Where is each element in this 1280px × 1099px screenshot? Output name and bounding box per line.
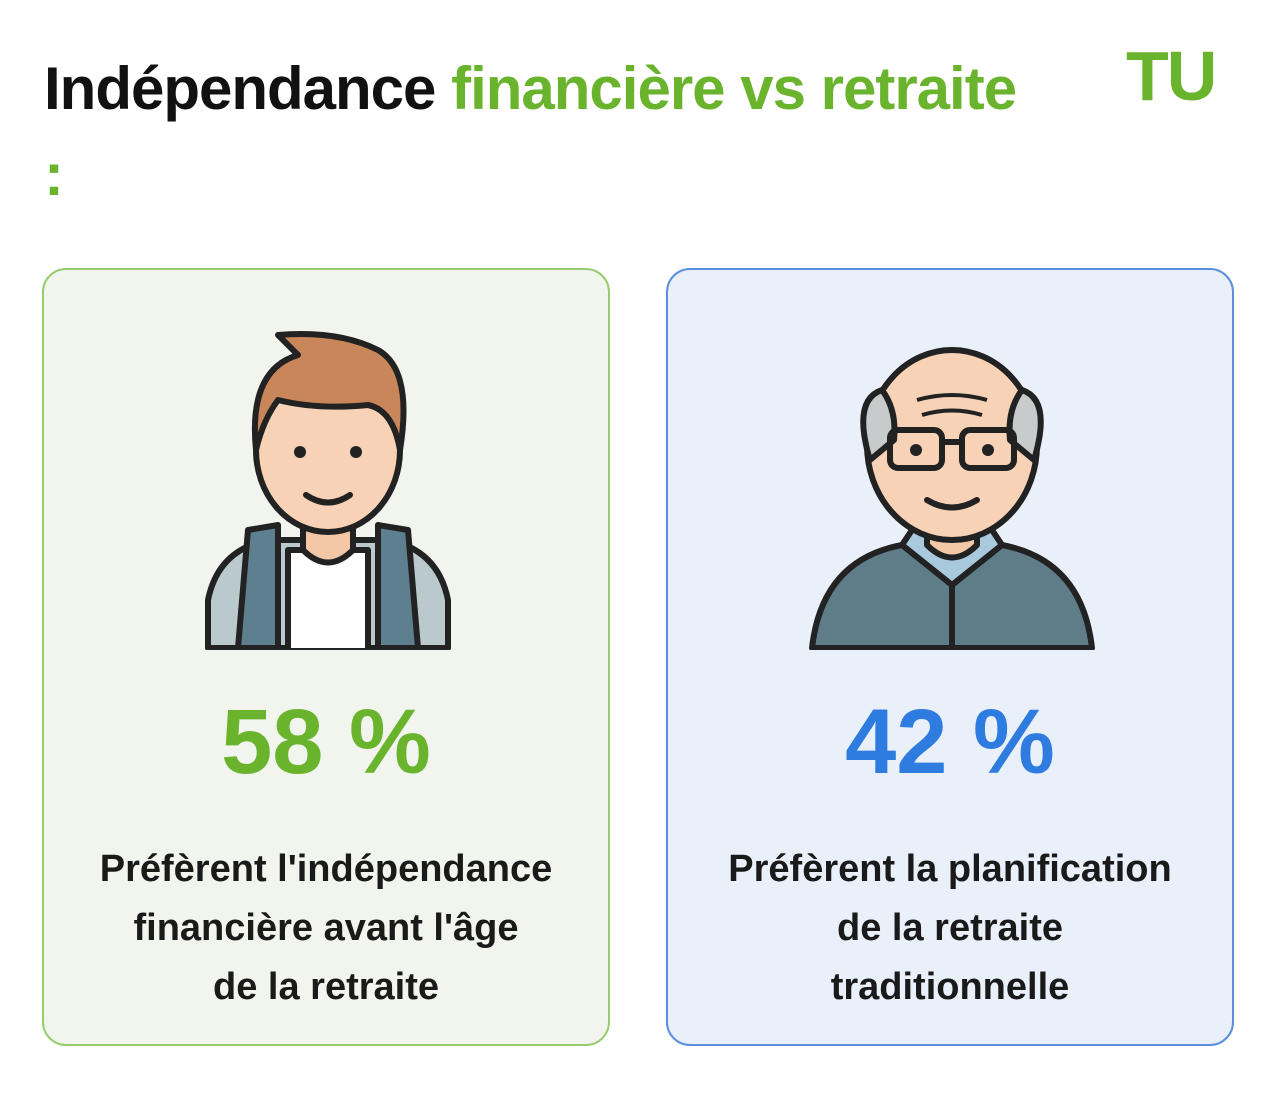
- card: 58 % Préfèrent l'indépendance financière…: [42, 268, 610, 1046]
- stat: 42 %: [845, 691, 1055, 793]
- description-line: de la retraite: [213, 966, 439, 1008]
- description-line: de la retraite: [837, 907, 1063, 949]
- description-line: traditionnelle: [830, 966, 1070, 1008]
- card: 42 % Préfèrent la planification de la re…: [666, 268, 1234, 1046]
- title-green: financière vs retraite :: [44, 55, 1017, 208]
- title: Indépendance financière vs retraite :: [44, 46, 1044, 218]
- stat: 58 %: [221, 691, 431, 793]
- young-man-icon: [205, 331, 451, 650]
- description-line: Préfèrent l'indépendance: [99, 848, 553, 890]
- description: Préfèrent la planification de la retrait…: [668, 840, 1232, 1017]
- description: Préfèrent l'indépendance financière avan…: [44, 840, 608, 1017]
- title-dark: Indépendance: [44, 55, 436, 122]
- description-line: Préfèrent la planification: [728, 848, 1172, 890]
- description-line: financière avant l'âge: [133, 907, 519, 949]
- old-man-icon: [809, 347, 1095, 650]
- logo: TU: [1126, 37, 1217, 115]
